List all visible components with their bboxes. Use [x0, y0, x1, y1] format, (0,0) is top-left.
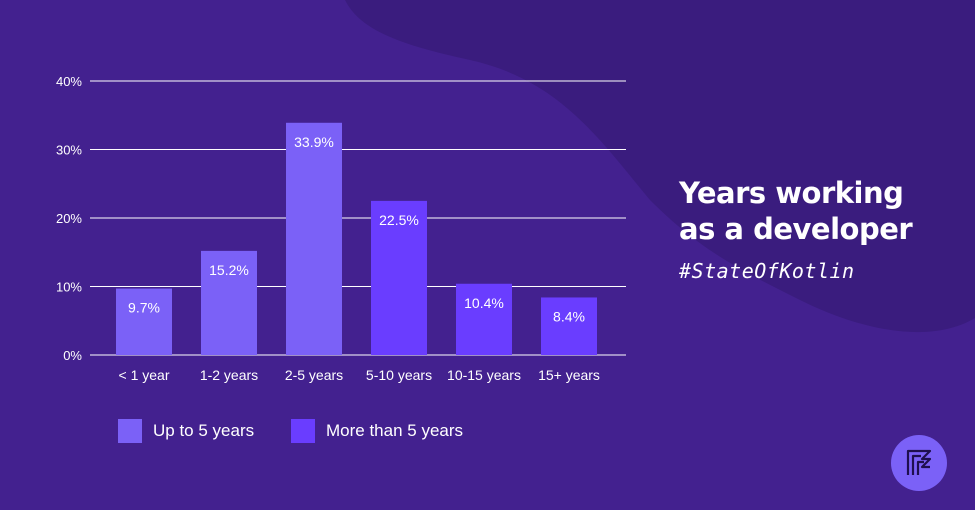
x-tick-label: 5-10 years — [366, 367, 432, 383]
logo-mark — [906, 449, 932, 475]
x-tick-label: 2-5 years — [285, 367, 343, 383]
bar — [371, 200, 427, 355]
y-tick-label: 10% — [56, 280, 82, 295]
x-tick-label: 10-15 years — [447, 367, 521, 383]
bar-value-label: 9.7% — [128, 300, 160, 316]
bar — [116, 288, 172, 355]
bar-value-label: 8.4% — [553, 308, 585, 324]
bar-value-label: 22.5% — [379, 212, 419, 228]
bar-value-label: 33.9% — [294, 134, 334, 150]
legend-swatch-more-than-5-years — [291, 419, 315, 443]
bar-value-label: 15.2% — [209, 262, 249, 278]
gridlines — [90, 80, 626, 356]
title-line-2: as a developer — [679, 212, 913, 246]
legend-label: Up to 5 years — [153, 421, 255, 440]
y-tick-label: 20% — [56, 211, 82, 226]
bar-value-label: 10.4% — [464, 295, 504, 311]
legend-swatch-up-to-5-years — [118, 419, 142, 443]
x-axis-tick-labels: < 1 year 1-2 years 2-5 years 5-10 years 10-1… — [119, 367, 600, 383]
x-tick-label: 15+ years — [538, 367, 600, 383]
legend-item-more-than-5-years: More than 5 years — [291, 418, 463, 444]
bar — [286, 122, 342, 355]
title-line-1: Years working — [679, 176, 904, 210]
bar-value-labels: 9.7% 15.2% 33.9% 22.5% 10.4% 8.4% — [128, 134, 585, 325]
bars — [116, 122, 597, 355]
background-blob — [345, 0, 975, 333]
bar — [456, 283, 512, 355]
y-tick-label: 0% — [63, 348, 82, 363]
x-tick-label: < 1 year — [119, 367, 170, 383]
bar — [201, 250, 257, 355]
y-tick-label: 30% — [56, 143, 82, 158]
hashtag: #StateOfKotlin — [679, 259, 855, 283]
x-tick-label: 1-2 years — [200, 367, 258, 383]
legend-item-up-to-5-years: Up to 5 years — [118, 418, 254, 444]
bar — [541, 297, 597, 355]
kotlin-logo-icon — [891, 435, 947, 491]
y-tick-label: 40% — [56, 74, 82, 89]
y-axis-tick-labels: 0% 10% 20% 30% 40% — [56, 74, 82, 363]
legend-label: More than 5 years — [326, 421, 464, 440]
chart-title: Years working as a developer — [679, 175, 913, 247]
